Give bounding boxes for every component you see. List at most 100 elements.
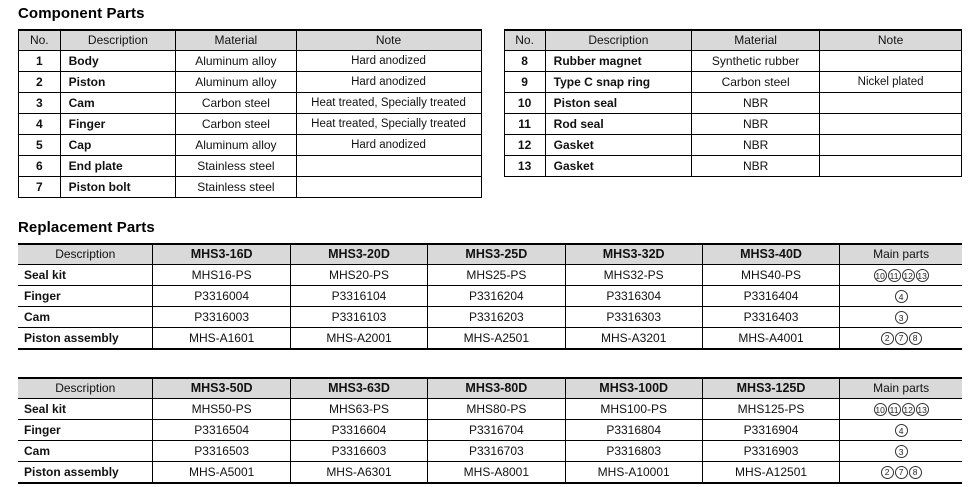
replacement-parts-table-2: Description MHS3-50D MHS3-63D MHS3-80D M…	[18, 376, 962, 484]
circled-number: 7	[894, 332, 908, 346]
row-description: Rod seal	[544, 112, 693, 135]
col-header-main-parts: Main parts	[839, 243, 962, 265]
col-header-note: Note	[295, 29, 482, 51]
part-number-cell: MHS-A6301	[289, 461, 429, 483]
row-description: Piston assembly	[18, 461, 154, 483]
part-number-cell: P3316604	[289, 419, 429, 441]
circled-number: 3	[894, 445, 908, 459]
part-number-cell: P3316603	[289, 440, 429, 462]
row-material: Carbon steel	[175, 112, 297, 135]
table-row: 12 Gasket NBR	[503, 133, 962, 156]
header-row: Description MHS3-16D MHS3-20D MHS3-25D M…	[18, 243, 962, 265]
col-header-model: MHS3-32D	[564, 243, 703, 265]
header-row: No. Description Material Note	[18, 29, 482, 51]
part-number-cell: MHS-A3201	[564, 327, 703, 349]
replacement-parts-section: Replacement Parts Description MHS3-16D M…	[18, 219, 962, 484]
circled-number: 11	[887, 403, 901, 417]
row-description: Cap	[59, 133, 177, 156]
part-number-cell: MHS-A1601	[152, 327, 291, 349]
row-note	[819, 91, 962, 114]
part-number-cell: MHS20-PS	[289, 264, 429, 286]
row-description: Gasket	[544, 154, 693, 177]
row-no: 13	[503, 154, 546, 177]
row-description: Type C snap ring	[544, 70, 693, 93]
table-row: Cam P3316503 P3316603 P3316703 P3316803 P3316…	[18, 440, 962, 462]
row-description: Piston	[59, 70, 177, 93]
row-note: Hard anodized	[295, 133, 482, 156]
part-number-cell: MHS-A5001	[152, 461, 291, 483]
col-header-no: No.	[18, 29, 61, 51]
main-parts-cell: 4	[839, 285, 962, 307]
col-header-model: MHS3-63D	[289, 377, 429, 399]
col-header-no: No.	[503, 29, 546, 51]
part-number-cell: MHS-A8001	[427, 461, 566, 483]
col-header-model: MHS3-20D	[289, 243, 429, 265]
row-description: Gasket	[544, 133, 693, 156]
row-note	[819, 154, 962, 177]
row-description: Rubber magnet	[544, 49, 693, 72]
header-row: Description MHS3-50D MHS3-63D MHS3-80D M…	[18, 377, 962, 399]
circled-number: 2	[880, 466, 894, 480]
table-row: Piston assembly MHS-A5001 MHS-A6301 MHS-A80…	[18, 461, 962, 483]
row-material: Carbon steel	[175, 91, 297, 114]
table-row: 2 Piston Aluminum alloy Hard anodized	[18, 70, 482, 93]
col-header-material: Material	[175, 29, 297, 51]
row-description: Piston assembly	[18, 327, 154, 349]
main-parts-cell: 10 11 12 13	[839, 398, 962, 420]
row-description: Piston seal	[544, 91, 693, 114]
row-material: NBR	[691, 154, 821, 177]
component-parts-table-left: No. Description Material Note 1 Body Alumi…	[18, 29, 482, 198]
table-row: Seal kit MHS50-PS MHS63-PS MHS80-PS MHS100-P…	[18, 398, 962, 420]
part-number-cell: MHS-A12501	[701, 461, 841, 483]
row-material: Aluminum alloy	[175, 133, 297, 156]
part-number-cell: P3316003	[152, 306, 291, 328]
row-description: Body	[59, 49, 177, 72]
row-description: Cam	[18, 440, 154, 462]
row-description: Cam	[59, 91, 177, 114]
part-number-cell: P3316304	[564, 285, 703, 307]
part-number-cell: P3316203	[427, 306, 566, 328]
row-note	[819, 49, 962, 72]
circled-number: 8	[908, 332, 922, 346]
circled-number: 10	[873, 269, 887, 283]
circled-number: 7	[894, 466, 908, 480]
row-description: Seal kit	[18, 398, 154, 420]
row-description: Finger	[59, 112, 177, 135]
part-number-cell: MHS125-PS	[701, 398, 841, 420]
row-no: 3	[18, 91, 61, 114]
row-material: NBR	[691, 133, 821, 156]
circled-number: 13	[915, 403, 929, 417]
table-row: 5 Cap Aluminum alloy Hard anodized	[18, 133, 482, 156]
part-number-cell: MHS-A2501	[427, 327, 566, 349]
row-no: 8	[503, 49, 546, 72]
table-row: Seal kit MHS16-PS MHS20-PS MHS25-PS MHS32-PS…	[18, 264, 962, 286]
row-no: 11	[503, 112, 546, 135]
component-tables-row: No. Description Material Note 1 Body Alumi…	[18, 29, 962, 198]
part-number-cell: MHS25-PS	[427, 264, 566, 286]
row-description: End plate	[59, 154, 177, 177]
table-row: Piston assembly MHS-A1601 MHS-A2001 MHS-A25…	[18, 327, 962, 349]
component-parts-table-right: No. Description Material Note 8 Rubber ma…	[503, 29, 962, 177]
part-number-cell: P3316903	[701, 440, 841, 462]
component-parts-title: Component Parts	[18, 5, 145, 22]
header-row: No. Description Material Note	[503, 29, 962, 51]
row-no: 2	[18, 70, 61, 93]
part-number-cell: MHS-A2001	[289, 327, 429, 349]
row-no: 6	[18, 154, 61, 177]
table-row: 10 Piston seal NBR	[503, 91, 962, 114]
part-number-cell: P3316403	[701, 306, 841, 328]
part-number-cell: P3316104	[289, 285, 429, 307]
col-header-model: MHS3-80D	[427, 377, 566, 399]
row-no: 10	[503, 91, 546, 114]
col-header-model: MHS3-40D	[701, 243, 841, 265]
row-material: Stainless steel	[175, 175, 297, 198]
part-number-cell: MHS63-PS	[289, 398, 429, 420]
part-number-cell: P3316804	[564, 419, 703, 441]
part-number-cell: MHS100-PS	[564, 398, 703, 420]
part-number-cell: MHS32-PS	[564, 264, 703, 286]
row-no: 7	[18, 175, 61, 198]
table-row: 3 Cam Carbon steel Heat treated, Specially …	[18, 91, 482, 114]
row-note	[819, 133, 962, 156]
row-material: NBR	[691, 112, 821, 135]
